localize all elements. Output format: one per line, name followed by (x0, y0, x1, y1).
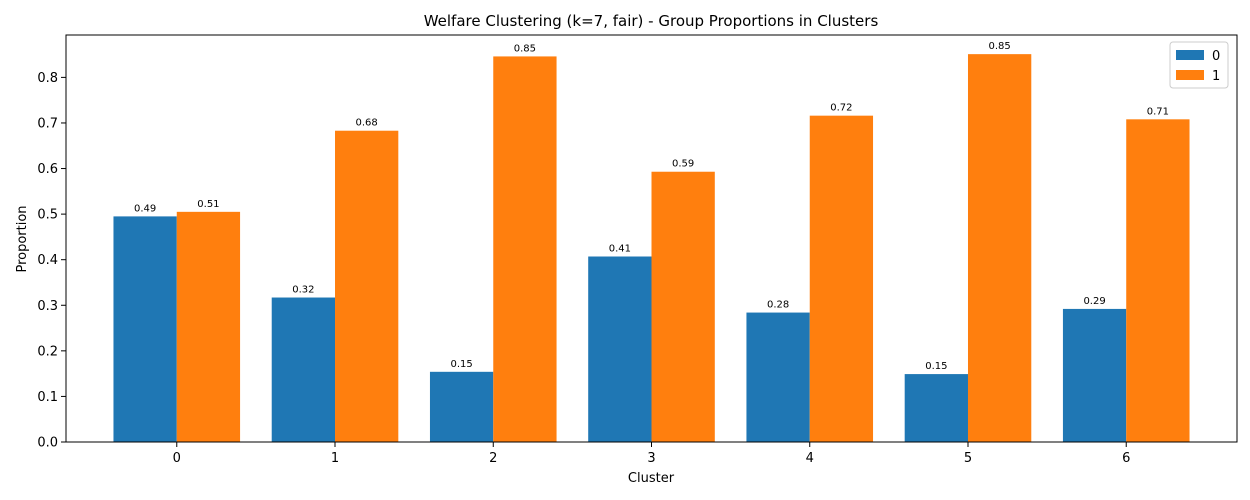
x-tick-label: 2 (489, 451, 497, 466)
data-label: 0.41 (609, 244, 631, 255)
x-tick-label: 3 (647, 451, 655, 466)
bar-series-1-cluster-3 (651, 171, 715, 443)
legend-label: 0 (1212, 49, 1220, 64)
bar-series-1-cluster-6 (1126, 119, 1190, 443)
data-label: 0.72 (830, 103, 852, 114)
y-tick-label: 0.2 (37, 344, 58, 359)
y-tick-label: 0.0 (37, 436, 58, 451)
data-label: 0.59 (672, 159, 694, 170)
data-label: 0.71 (1147, 106, 1169, 117)
y-tick-label: 0.5 (37, 208, 58, 223)
legend-swatch-1 (1176, 70, 1204, 80)
x-axis-label: Cluster (628, 471, 675, 486)
y-axis-label: Proportion (15, 205, 30, 272)
y-tick-label: 0.4 (37, 253, 58, 268)
bar-series-0-cluster-4 (746, 312, 810, 442)
data-label: 0.32 (292, 285, 314, 296)
data-label: 0.15 (925, 361, 947, 372)
data-label: 0.85 (989, 41, 1011, 52)
plot-frame (65, 34, 1238, 443)
bar-series-1-cluster-2 (493, 56, 557, 442)
x-tick-label: 6 (1122, 451, 1130, 466)
y-tick-label: 0.7 (37, 116, 58, 131)
data-label: 0.49 (134, 203, 156, 214)
bar-series-0-cluster-0 (113, 216, 177, 442)
legend-label: 1 (1212, 69, 1220, 84)
bar-series-0-cluster-3 (588, 256, 652, 442)
y-tick-label: 0.1 (37, 390, 58, 405)
data-label: 0.28 (767, 300, 789, 311)
legend-swatch-0 (1176, 50, 1204, 60)
data-label: 0.15 (450, 359, 472, 370)
bar-series-1-cluster-1 (335, 130, 399, 442)
bar-series-0-cluster-5 (904, 374, 968, 442)
legend: 01 (1169, 41, 1229, 89)
bar-series-1-cluster-4 (809, 115, 874, 442)
y-tick-label: 0.3 (37, 299, 58, 314)
x-tick-label: 0 (173, 451, 181, 466)
chart-title: Welfare Clustering (k=7, fair) - Group P… (424, 12, 879, 30)
y-tick-label: 0.8 (37, 71, 58, 86)
data-label: 0.29 (1083, 296, 1105, 307)
bar-series-0-cluster-1 (271, 297, 336, 442)
y-tick-label: 0.6 (37, 162, 58, 177)
bar-series-1-cluster-5 (967, 54, 1032, 443)
bar-series-1-cluster-0 (176, 211, 241, 442)
data-label: 0.51 (197, 199, 219, 210)
x-tick-label: 4 (806, 451, 814, 466)
bar-series-0-cluster-2 (429, 371, 494, 442)
data-label: 0.68 (356, 118, 378, 129)
x-tick-label: 5 (964, 451, 972, 466)
bar-series-0-cluster-6 (1062, 308, 1127, 442)
data-label: 0.85 (514, 43, 536, 54)
x-tick-label: 1 (331, 451, 339, 466)
